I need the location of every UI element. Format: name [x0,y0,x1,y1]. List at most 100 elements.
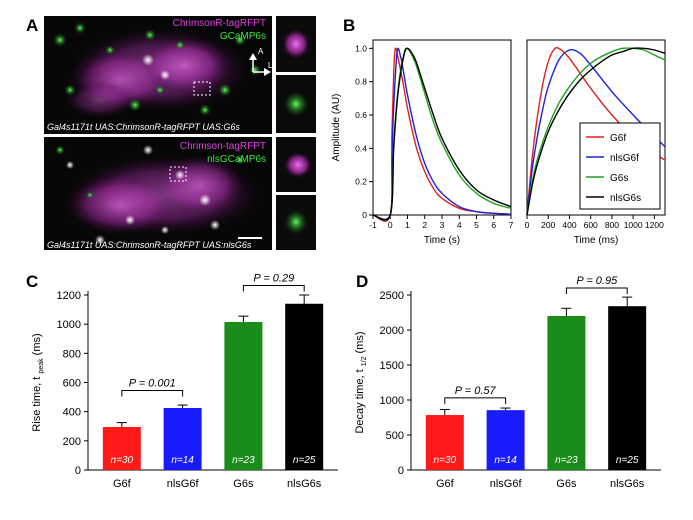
x-tick-label: 2 [422,220,427,230]
x-axis-label: Time (ms) [574,235,619,246]
y-tick-label: 0 [398,465,404,477]
chart-b-right: 0 200 400 600 800 1000 1200 Time (ms) G6f nlsG6f G… [525,39,666,246]
x-category-label: G6f [113,478,132,490]
bar-nlsG6s [608,306,647,470]
y-axis-label: Amplitude (AU) [331,94,342,162]
x-tick-label: 1200 [645,220,664,230]
x-tick-label: 6 [491,220,496,230]
bottom-caption: Gal4s1171t UAS:ChrimsonR-tagRFPT UAS:nls… [47,240,252,250]
series-line-nlsG6s [372,47,512,221]
y-tick-label: 600 [63,378,81,390]
x-tick-label: 1 [405,220,410,230]
series-line-nlsG6s [526,47,666,216]
y-tick-label: 200 [63,436,81,448]
legend-label: G6f [610,133,626,144]
micrograph-bottom: Chrimson-tagRFPT nlsGCaMP6s Gal4s1171t U… [44,137,272,250]
x-tick-label: 800 [605,220,619,230]
p-value-label: P = 0.57 [455,385,497,397]
series-line-nlsG6f [526,49,666,216]
x-tick-label: 200 [541,220,555,230]
n-label: n=23 [232,455,255,466]
top-label-gcamp: GCaMP6s [220,31,266,42]
significance-bracket [121,390,184,397]
y-tick-label: 1.0 [355,43,367,53]
panel-letter-d: D [356,272,369,291]
p-value-label: P = 0.001 [129,378,176,390]
series-line-G6f [372,47,512,222]
x-tick-label: 1000 [624,220,643,230]
x-category-label: G6s [233,478,254,490]
bottom-label-gcamp: nlsGCaMP6s [207,154,266,165]
series-line-G6s [526,47,666,216]
significance-bracket [242,285,305,292]
n-label: n=25 [616,455,639,466]
y-axis-label: Rise time, t peak (ms) [31,333,45,431]
n-label: n=14 [171,455,194,466]
bar-nlsG6f [486,410,525,470]
y-tick-label: 0.2 [355,177,367,187]
bar-G6s [224,321,263,470]
y-tick-label: 1000 [380,395,404,407]
x-tick-label: 600 [584,220,598,230]
x-tick-label: 5 [474,220,479,230]
legend-label: G6s [610,173,628,184]
series-line-nlsG6f [372,47,512,220]
bottom-label-chrimson: Chrimson-tagRFPT [180,141,266,152]
p-value-label: P = 0.29 [253,273,294,285]
x-tick-label: 3 [440,220,445,230]
x-category-label: G6f [436,478,455,490]
legend-label: nlsG6s [610,193,641,204]
orientation-arrows [249,53,271,76]
y-tick-label: 1500 [380,360,404,372]
x-tick-label: 4 [457,220,462,230]
x-tick-label: 7 [509,220,514,230]
y-tick-label: 0.8 [355,77,367,87]
y-tick-label: 0 [362,210,367,220]
top-label-chrimson: ChrimsonR-tagRFPT [173,18,266,29]
y-axis-label: Decay time, t 1/2 (ms) [354,331,368,433]
y-tick-label: 2500 [380,290,404,302]
y-tick-label: 2000 [380,325,404,337]
p-value-label: P = 0.95 [576,275,618,287]
n-label: n=30 [111,455,134,466]
plot-frame [526,39,666,216]
significance-bracket [444,397,507,404]
bar-G6f [102,426,141,470]
y-tick-label: 0 [75,465,81,477]
x-tick-label: 0 [388,220,393,230]
x-tick-label: 0 [525,220,530,230]
panel-letter-a: A [26,16,39,35]
x-category-label: G6s [556,478,577,490]
significance-bracket [565,287,628,294]
n-label: n=23 [555,455,578,466]
panel-letter-b: B [343,16,356,35]
x-tick-label: 400 [562,220,576,230]
x-category-label: nlsG6f [167,478,200,490]
orientation-label-a: A [258,47,264,56]
n-label: n=14 [494,455,517,466]
legend-label: nlsG6f [610,153,639,164]
bar-G6f [425,415,464,470]
y-tick-label: 500 [386,430,404,442]
bar-nlsG6s [285,303,324,470]
y-tick-label: 400 [63,407,81,419]
n-label: n=30 [434,455,457,466]
micrograph-top: A L ChrimsonR-tagRFPT GCaMP6s Gal4s1171t… [44,16,273,134]
y-tick-label: 0.6 [355,110,367,120]
x-category-label: nlsG6s [610,478,645,490]
x-category-label: nlsG6s [287,478,322,490]
y-tick-label: 0.4 [355,143,367,153]
y-tick-label: 800 [63,348,81,360]
y-tick-label: 1000 [57,319,81,331]
x-category-label: nlsG6f [490,478,523,490]
x-axis-label: Time (s) [424,235,460,246]
x-tick-label: -1 [369,220,377,230]
bar-G6s [547,316,586,470]
n-label: n=25 [293,455,316,466]
bar-nlsG6f [163,408,202,470]
